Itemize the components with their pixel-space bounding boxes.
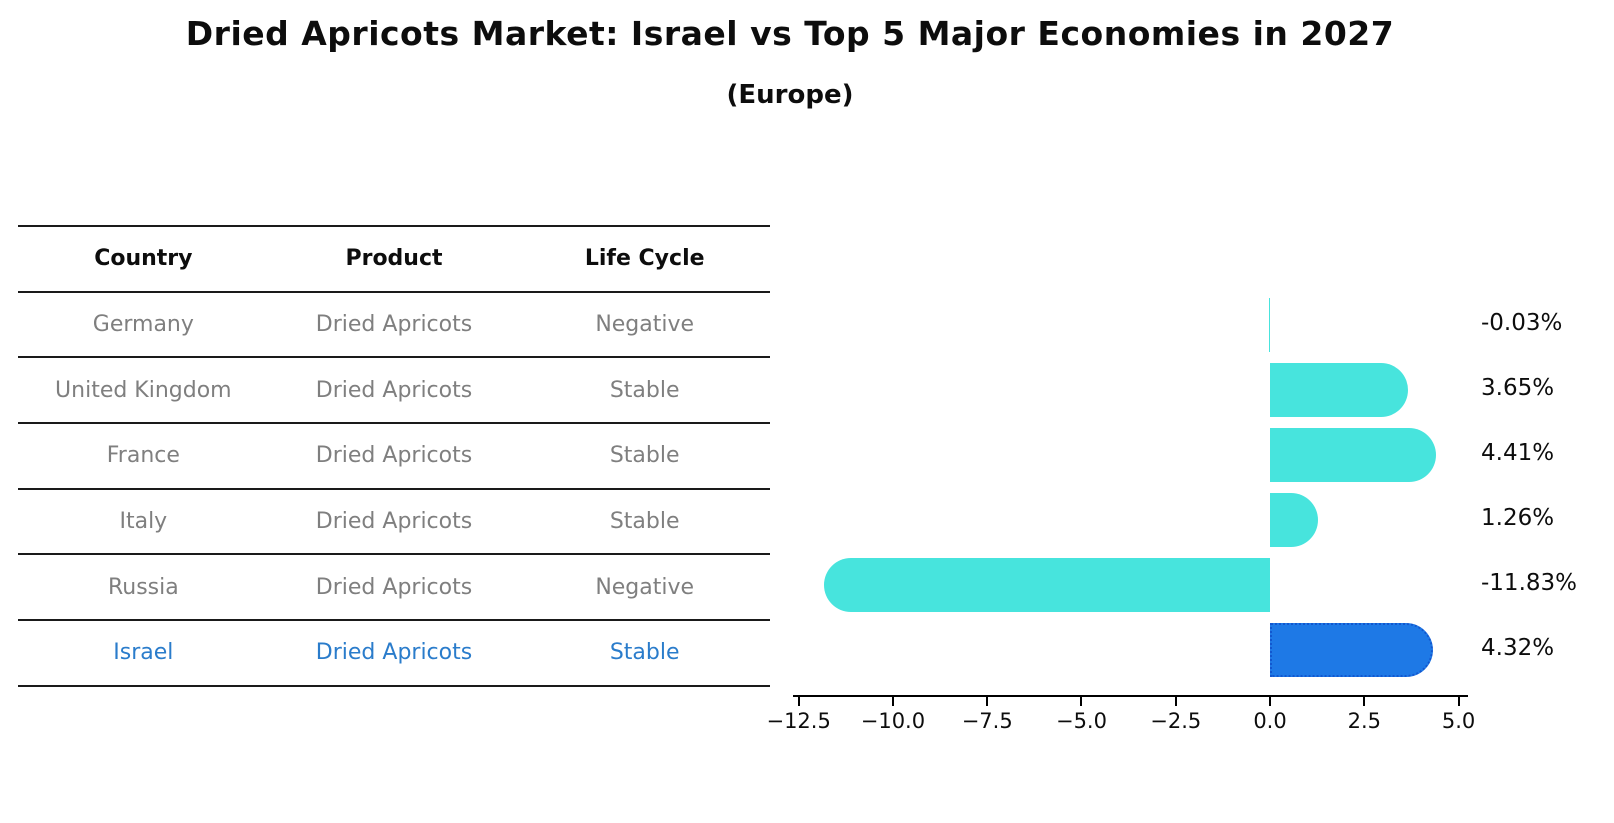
- table-cell-product: Dried Apricots: [315, 509, 473, 535]
- bar-israel: [1270, 623, 1433, 677]
- table-cell-life-cycle: Negative: [595, 574, 695, 600]
- table-header-row: Country Product Life Cycle: [18, 225, 770, 291]
- bar-value-label: 3.65%: [1481, 375, 1555, 401]
- bar-united-kingdom: [1270, 363, 1408, 417]
- summary-table: Country Product Life Cycle Germany Dried Apr…: [18, 225, 770, 687]
- bar-value-label: 1.26%: [1481, 505, 1555, 531]
- x-axis-tick-label: −7.5: [961, 709, 1013, 733]
- table-cell-country: France: [106, 443, 180, 469]
- bar-value-label: 4.41%: [1481, 440, 1555, 466]
- x-axis-tick: [986, 697, 989, 706]
- x-axis-tick: [1174, 697, 1177, 706]
- x-axis-tick-label: −10.0: [860, 709, 926, 733]
- chart-title: Dried Apricots Market: Israel vs Top 5 M…: [185, 14, 1395, 53]
- bar-italy: [1270, 493, 1318, 547]
- table-cell-country: Russia: [107, 574, 179, 600]
- x-axis-tick: [1080, 697, 1083, 706]
- bar-chart-plot: −12.5 −10.0 −7.5 −5.0 −2.5 0.0 2.5 5.0: [766, 285, 1475, 733]
- bar-value-label: 4.32%: [1481, 635, 1555, 661]
- table-row: United Kingdom Dried Apricots Stable: [18, 356, 770, 422]
- table-cell-product: Dried Apricots: [315, 640, 473, 666]
- x-axis-tick: [1269, 697, 1272, 706]
- table-cell-life-cycle: Stable: [609, 377, 680, 403]
- x-axis-tick-label: 2.5: [1347, 709, 1381, 733]
- x-axis-spine: [793, 695, 1468, 697]
- table-header-cell: Product: [345, 246, 443, 272]
- table-cell-life-cycle: Stable: [609, 509, 680, 535]
- x-axis-tick-label: −2.5: [1150, 709, 1202, 733]
- table-cell-product: Dried Apricots: [315, 574, 473, 600]
- table-row: France Dried Apricots Stable: [18, 422, 770, 488]
- bar-value-label: -11.83%: [1481, 570, 1577, 596]
- x-axis-tick: [891, 697, 894, 706]
- table-row: Israel Dried Apricots Stable: [18, 619, 770, 687]
- x-axis-tick-label: −12.5: [766, 709, 831, 733]
- table-cell-product: Dried Apricots: [315, 312, 473, 338]
- table-cell-product: Dried Apricots: [315, 377, 473, 403]
- table-cell-product: Dried Apricots: [315, 443, 473, 469]
- x-axis-tick: [1363, 697, 1366, 706]
- x-axis-tick-label: 5.0: [1441, 709, 1476, 733]
- table-row: Germany Dried Apricots Negative: [18, 290, 770, 357]
- x-axis-tick-label: 0.0: [1253, 709, 1287, 733]
- bar-value-label: -0.03%: [1481, 310, 1563, 336]
- x-axis-tick: [1457, 697, 1460, 706]
- x-axis-tick: [797, 697, 800, 706]
- table-header-cell: Life Cycle: [584, 246, 705, 272]
- table-cell-country: United Kingdom: [55, 377, 232, 403]
- x-axis-tick-label: −5.0: [1055, 709, 1107, 733]
- table-cell-life-cycle: Stable: [609, 443, 680, 469]
- table-cell-life-cycle: Stable: [609, 640, 680, 666]
- table-header-cell: Country: [94, 246, 193, 272]
- bar-germany: [1268, 298, 1271, 352]
- table-cell-country: Italy: [119, 509, 168, 535]
- table-row: Italy Dried Apricots Stable: [18, 487, 770, 554]
- chart-subtitle: (Europe): [726, 80, 854, 110]
- table-cell-life-cycle: Negative: [595, 312, 695, 338]
- table-row: Russia Dried Apricots Negative: [18, 553, 770, 619]
- table-cell-country: Israel: [113, 640, 174, 666]
- bar-russia: [823, 558, 1270, 612]
- table-cell-country: Germany: [92, 312, 194, 338]
- bar-france: [1270, 428, 1437, 482]
